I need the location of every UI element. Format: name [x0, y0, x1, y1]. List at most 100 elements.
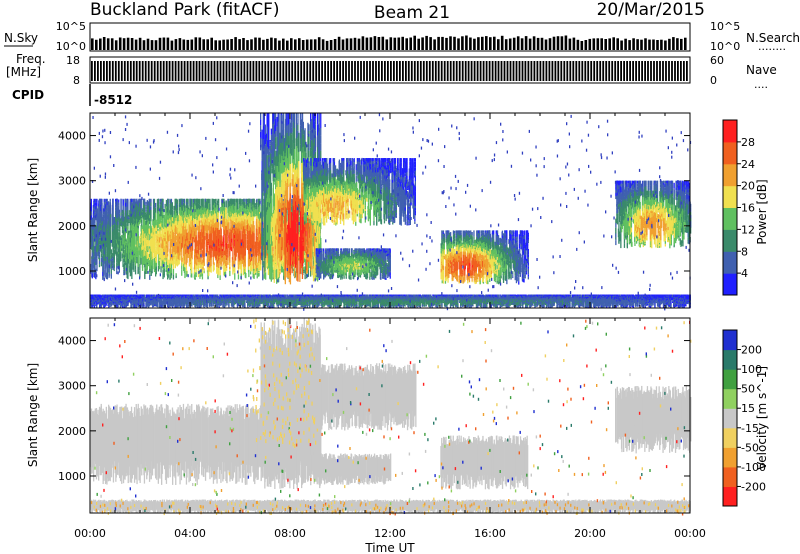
- nsky-bar: [198, 37, 202, 50]
- power-cell: [94, 265, 96, 268]
- nsky-bar: [528, 38, 532, 50]
- power-cell: [150, 217, 152, 222]
- power-cell: [105, 238, 108, 244]
- freq-bar: [201, 61, 204, 81]
- power-cell: [103, 198, 105, 202]
- freq-bar: [174, 61, 177, 81]
- power-cell: [120, 221, 122, 227]
- nsky-tick-top: 10^5: [56, 20, 86, 33]
- power-cell: [128, 220, 130, 222]
- power-cell: [117, 263, 119, 266]
- power-cell: [111, 258, 113, 261]
- power-cell: [106, 234, 109, 236]
- freq-bar: [650, 61, 652, 81]
- power-cell: [157, 230, 159, 233]
- power-cell: [173, 249, 175, 252]
- power-cell: [154, 241, 156, 246]
- power-cell: [131, 198, 133, 202]
- freq-bar: [641, 61, 643, 81]
- power-cell: [213, 269, 215, 271]
- power-cell: [109, 259, 111, 261]
- power-cell: [167, 243, 169, 248]
- power-cell: [116, 270, 118, 275]
- power-cell: [99, 210, 101, 215]
- power-cell: [144, 248, 146, 252]
- power-cell: [96, 209, 99, 214]
- freq-bar: [363, 61, 365, 81]
- power-cell: [137, 230, 139, 234]
- power-cell: [173, 252, 175, 256]
- power-cell: [219, 270, 221, 276]
- power-cell: [113, 252, 115, 260]
- power-cell: [119, 229, 121, 231]
- power-cell: [176, 199, 178, 205]
- nsky-bar: [393, 37, 397, 50]
- nsky-bar: [596, 38, 600, 50]
- power-cell: [141, 218, 143, 220]
- freq-unit-label: [MHz]: [6, 65, 41, 79]
- freq-bar: [153, 61, 156, 81]
- nsky-bar: [453, 36, 456, 50]
- power-cell: [122, 210, 124, 218]
- nsky-bar: [317, 37, 321, 50]
- power-cell: [112, 265, 114, 270]
- nsky-bar: [194, 37, 198, 50]
- power-cell: [116, 235, 118, 240]
- power-cell: [106, 233, 109, 235]
- nsky-bar: [106, 38, 110, 50]
- power-cell: [105, 247, 107, 254]
- power-cell: [174, 263, 176, 266]
- power-cell: [134, 253, 136, 256]
- freq-bar: [91, 61, 93, 81]
- power-cell: [135, 252, 137, 255]
- power-cell: [117, 224, 119, 228]
- power-cell: [106, 252, 109, 257]
- freq-bar: [309, 61, 312, 81]
- power-cell: [101, 202, 103, 206]
- freq-bar: [393, 61, 395, 81]
- power-cell: [112, 198, 114, 203]
- power-cell: [209, 198, 211, 203]
- power-cell: [152, 255, 154, 259]
- power-cell: [116, 217, 118, 222]
- power-cell: [112, 235, 115, 238]
- power-cell: [155, 202, 157, 208]
- freq-bar: [554, 61, 557, 81]
- freq-bar: [662, 61, 664, 81]
- nsky-bar: [445, 37, 448, 50]
- power-cell: [121, 223, 123, 225]
- power-cell: [95, 269, 97, 271]
- power-cell: [155, 266, 157, 271]
- power-cell: [105, 241, 107, 248]
- power-cell: [132, 214, 134, 220]
- nsky-bar: [512, 37, 516, 50]
- power-cell: [143, 204, 146, 211]
- power-cell: [103, 264, 105, 270]
- nsky-bar: [668, 38, 671, 50]
- power-cell: [116, 224, 118, 229]
- power-cell: [117, 221, 119, 225]
- power-cell: [100, 226, 102, 228]
- power-cell: [105, 233, 108, 239]
- nsky-bar: [620, 40, 623, 50]
- power-data: [90, 113, 692, 311]
- power-cell: [95, 277, 97, 280]
- power-cell: [95, 205, 97, 210]
- power-cell: [93, 251, 95, 259]
- power-cell: [167, 234, 169, 239]
- power-cell: [112, 228, 115, 231]
- nsky-bar: [170, 40, 174, 50]
- freq-bar: [638, 61, 640, 81]
- power-cell: [112, 212, 114, 216]
- power-cell: [160, 238, 162, 240]
- freq-bar: [659, 61, 661, 81]
- power-cell: [117, 234, 119, 238]
- power-cell: [167, 198, 169, 203]
- power-cell: [129, 254, 131, 259]
- power-cell: [173, 223, 175, 228]
- power-cell: [118, 216, 120, 218]
- power-cell: [216, 231, 218, 234]
- nsky-bar: [608, 38, 611, 50]
- power-cell: [216, 205, 218, 210]
- power-cell: [127, 258, 130, 264]
